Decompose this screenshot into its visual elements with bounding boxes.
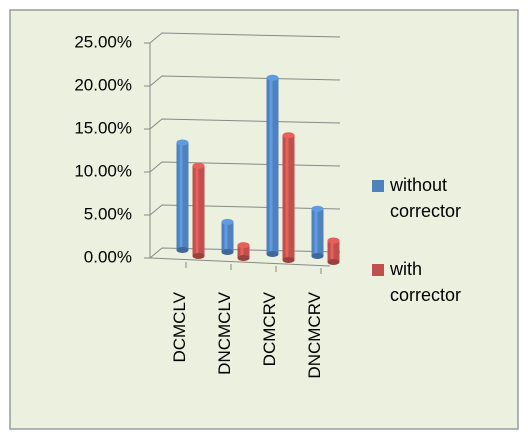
bar-top (192, 162, 205, 169)
grid-line (149, 118, 341, 130)
grid-line (149, 32, 341, 44)
bar (266, 74, 279, 257)
bar-bottom (266, 251, 279, 257)
grid-line (149, 204, 341, 216)
y-tick-label: 15.00% (74, 118, 132, 137)
bar-bottom (176, 247, 189, 253)
bar-bottom (311, 253, 324, 259)
bar-shine (195, 165, 199, 256)
x-tick-label: DCMCLV (170, 291, 189, 362)
bar (221, 218, 234, 255)
grid-line (149, 161, 341, 173)
bar-top (237, 242, 250, 249)
bar-top (327, 237, 340, 244)
legend-label: with corrector (390, 259, 462, 305)
chart-area (9, 9, 519, 430)
legend-swatch (372, 264, 384, 276)
bar-top (221, 218, 234, 225)
y-tick-label: 25.00% (74, 32, 132, 51)
bar-top (311, 205, 324, 212)
bar-top (176, 139, 189, 146)
bar-bottom (192, 253, 205, 259)
x-tick-label: DCMCRV (260, 291, 279, 366)
bar-bottom (327, 259, 340, 265)
legend-label: without corrector (390, 175, 462, 221)
bar (192, 162, 205, 259)
bar (237, 242, 250, 261)
bar-shine (224, 221, 228, 252)
bar-shine (179, 142, 183, 250)
grid-line (149, 75, 341, 87)
bar-top (266, 74, 279, 81)
y-tick-label: 20.00% (74, 75, 132, 94)
bar-bottom (237, 255, 250, 261)
bar-top (282, 132, 295, 139)
bar-shine (269, 77, 273, 254)
floor-front (149, 257, 331, 267)
legend-swatch (372, 180, 384, 192)
x-tick-label: DNCMCLV (215, 291, 234, 374)
bar-shine (330, 240, 334, 262)
x-tick-label: DNCMCRV (305, 291, 324, 378)
bar-bottom (221, 249, 234, 255)
bar-shine (314, 208, 318, 256)
grid-line (149, 247, 341, 259)
bar (176, 139, 189, 253)
bar (282, 132, 295, 263)
y-tick-label: 5.00% (84, 204, 132, 223)
bar-shine (240, 245, 244, 258)
y-tick-label: 0.00% (84, 247, 132, 266)
bar (311, 205, 324, 259)
y-tick-label: 10.00% (74, 161, 132, 180)
bar-bottom (282, 257, 295, 263)
bar-shine (285, 135, 289, 260)
bar (327, 237, 340, 265)
